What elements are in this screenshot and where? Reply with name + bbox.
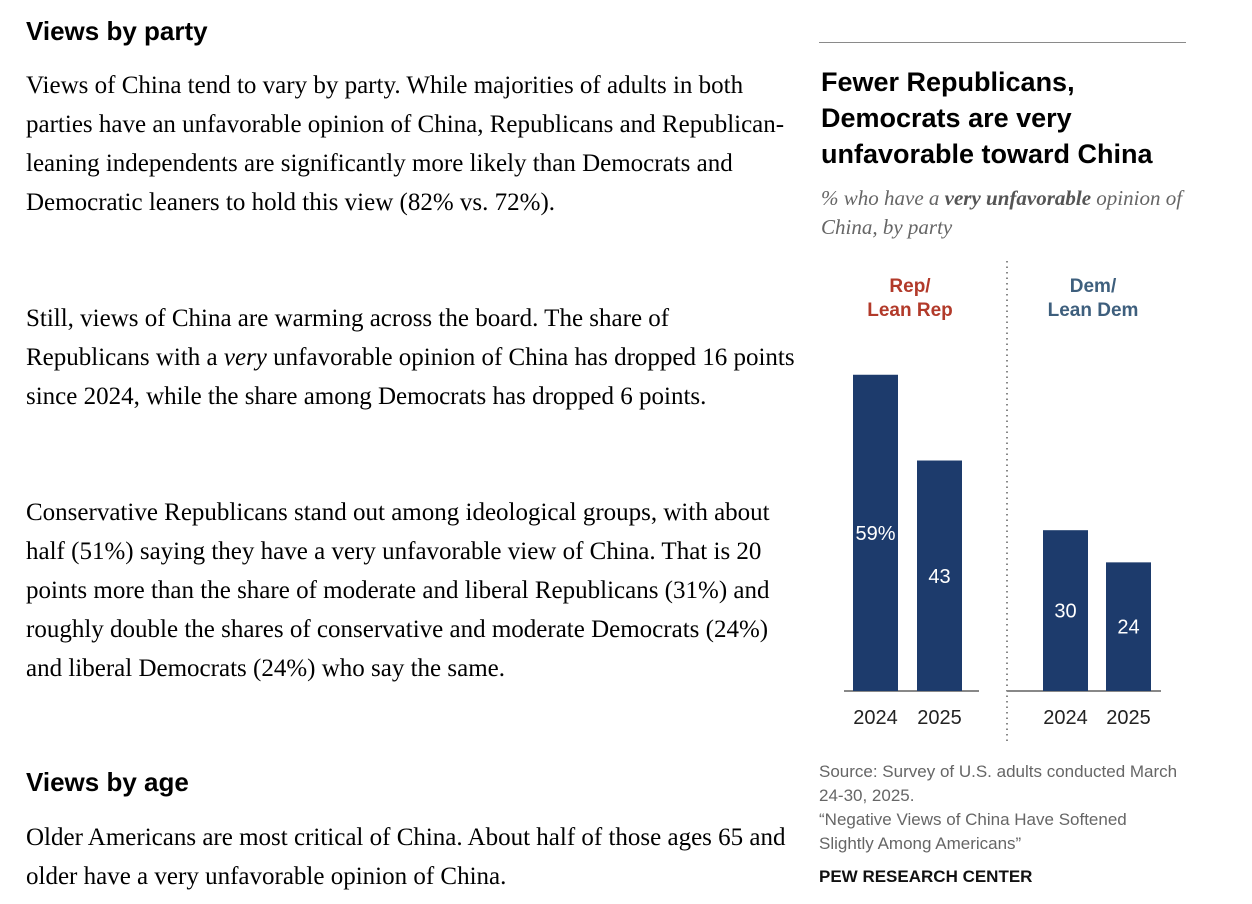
bar xyxy=(917,460,962,691)
paragraph-1: Views of China tend to vary by party. Wh… xyxy=(26,72,785,216)
paragraph-4: Older Americans are most critical of Chi… xyxy=(26,824,786,890)
chart-title: Fewer Republicans, Democrats are very un… xyxy=(821,67,1153,169)
chart-notes: Source: Survey of U.S. adults conducted … xyxy=(819,760,1186,856)
group-label-line1: Rep/ xyxy=(889,276,931,297)
chart-subtitle: % who have a very unfavorable opinion of… xyxy=(821,184,1186,242)
bar xyxy=(853,374,898,691)
bar-value-label: 30 xyxy=(1054,601,1076,623)
paragraph-2-start: Still, views of China are warming across… xyxy=(26,305,670,371)
bar-chart: Rep/Lean Rep 59% 2024 43 2025 Dem/Lean Dem 30 2… xyxy=(844,261,1161,743)
x-tick-label: 2025 xyxy=(917,707,962,729)
bar xyxy=(1106,562,1151,691)
report-title-note: “Negative Views of China Have Softened S… xyxy=(819,810,1127,853)
subtitle-suffix: opinion of China, by party xyxy=(821,186,1183,239)
paragraph-2-emphasis: very xyxy=(223,344,267,371)
chart-sidebar: Fewer Republicans, Democrats are very un… xyxy=(819,0,1186,904)
bar-value-label: 43 xyxy=(928,566,950,588)
bar-value-label: 59% xyxy=(855,523,895,545)
group-label-line1: Dem/ xyxy=(1070,276,1117,297)
subtitle-bold: very unfavorable xyxy=(944,186,1092,210)
paragraph-2-end: unfavorable opinion of China has dropped… xyxy=(26,344,795,410)
source-note: Source: Survey of U.S. adults conducted … xyxy=(819,762,1178,805)
pew-credit: PEW RESEARCH CENTER xyxy=(819,867,1033,886)
section-heading-age: Views by age xyxy=(26,767,189,797)
x-tick-label: 2024 xyxy=(1043,707,1088,729)
bar xyxy=(1043,530,1088,691)
subtitle-prefix: % who have a xyxy=(821,186,945,210)
x-tick-label: 2024 xyxy=(853,707,898,729)
x-tick-label: 2025 xyxy=(1106,707,1151,729)
section-heading-party: Views by party xyxy=(26,16,208,46)
group-label-line2: Lean Rep xyxy=(867,300,953,321)
bar-value-label: 24 xyxy=(1117,617,1139,639)
top-rule xyxy=(819,42,1186,43)
paragraph-2: Still, views of China are warming across… xyxy=(26,299,796,416)
group-label-line2: Lean Dem xyxy=(1048,300,1139,321)
paragraph-3: Conservative Republicans stand out among… xyxy=(26,499,770,682)
